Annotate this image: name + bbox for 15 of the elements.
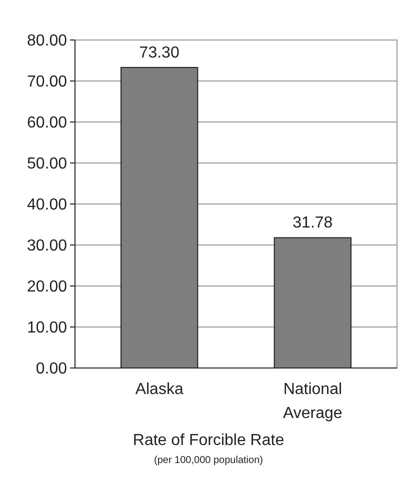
y-tick-label: 20.00 xyxy=(26,278,68,296)
y-tick-label: 30.00 xyxy=(26,238,68,255)
y-tick-label: 0.00 xyxy=(36,360,68,378)
y-tick-label: 40.00 xyxy=(26,196,68,214)
y-tick-label: 50.00 xyxy=(26,156,68,173)
y-tick-label: 70.00 xyxy=(26,74,68,91)
text: (per 100,000 population) xyxy=(154,455,263,466)
x-tick-label: National Average xyxy=(283,381,342,422)
data-label: 31.78 xyxy=(292,214,333,232)
y-tick-label: 80.00 xyxy=(26,32,68,50)
x-axis-title: Rate of Forcible Rate xyxy=(132,432,284,449)
data-label: 73.30 xyxy=(139,44,180,62)
x-tick-label: Alaska xyxy=(135,381,184,398)
y-tick-label: 60.00 xyxy=(26,114,68,132)
y-tick-label: 10.00 xyxy=(26,320,68,337)
